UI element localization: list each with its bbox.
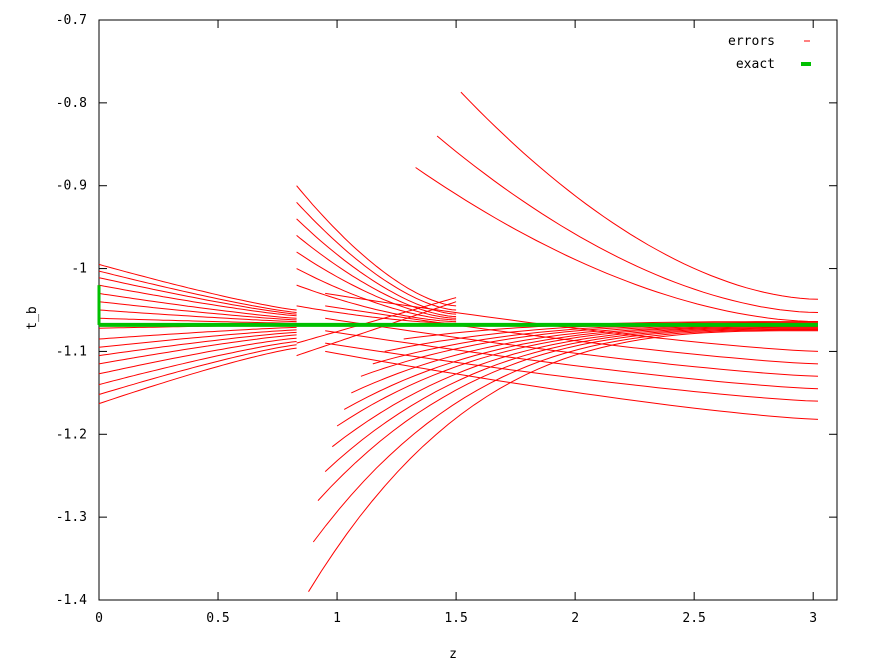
error-line-e	[460, 91, 819, 300]
x-tick-label: 3	[809, 611, 817, 626]
x-tick-label: 0.5	[206, 611, 229, 626]
error-line-a	[98, 270, 297, 313]
error-line-f	[296, 297, 457, 344]
error-line-b	[296, 305, 457, 324]
error-line-a	[98, 344, 297, 395]
error-line-a	[98, 341, 297, 386]
x-tick-label: 1.5	[444, 611, 467, 626]
tick-labels: 0 0.5 1 1.5 2 2.5 3 -0.7 -0.8 -0.9 -1 -1.1 -1.2 -1.3 -…	[56, 13, 817, 626]
error-line-c	[308, 330, 818, 592]
error-line-b	[296, 235, 457, 318]
error-line-b	[296, 185, 457, 307]
error-line-b	[296, 201, 457, 311]
error-line-d	[325, 305, 819, 365]
x-tick-label: 0	[95, 611, 103, 626]
error-line-c	[324, 327, 818, 472]
error-line-d	[325, 342, 819, 402]
legend-label-exact: exact	[736, 57, 775, 72]
error-line-d	[325, 317, 819, 377]
x-tick-label: 1	[333, 611, 341, 626]
error-line-a	[98, 284, 297, 317]
x-tick-label: 2.5	[682, 611, 705, 626]
x-axis-label: z	[449, 647, 457, 662]
x-tick-label: 2	[571, 611, 579, 626]
y-tick-label: -1.2	[56, 427, 87, 442]
series-exact	[97, 285, 818, 327]
error-line-a	[98, 347, 297, 405]
error-line-b	[296, 251, 457, 319]
y-tick-label: -0.7	[56, 13, 87, 28]
error-line-e	[436, 135, 819, 313]
y-tick-label: -0.9	[56, 179, 87, 194]
legend: errors exact	[728, 34, 811, 72]
error-line-a	[98, 334, 297, 365]
error-line-a	[98, 337, 297, 375]
error-line-a	[98, 326, 297, 340]
y-tick-label: -1	[71, 262, 87, 277]
error-line-a	[98, 329, 297, 348]
error-line-a	[98, 301, 297, 321]
error-line-c	[331, 326, 818, 448]
error-line-f	[296, 301, 457, 357]
error-line-a	[98, 263, 297, 311]
error-line-a	[98, 292, 297, 319]
error-line-d	[325, 292, 819, 352]
y-axis-label: t_b	[25, 306, 40, 330]
error-line-a	[98, 331, 297, 357]
error-line-a	[98, 317, 297, 324]
error-line-c	[317, 328, 818, 501]
error-line-a	[98, 309, 297, 323]
legend-label-errors: errors	[728, 34, 775, 49]
y-tick-label: -1.3	[56, 510, 87, 525]
error-line-b	[296, 268, 457, 321]
error-line-d	[325, 350, 819, 420]
ticks	[98, 19, 837, 601]
error-line-e	[415, 167, 819, 323]
error-line-b	[296, 284, 457, 323]
plot-frame	[98, 19, 838, 601]
error-line-a	[98, 277, 297, 315]
y-tick-label: -1.1	[56, 344, 87, 359]
series-errors	[98, 91, 819, 592]
y-tick-label: -0.8	[56, 96, 87, 111]
error-line-d	[325, 330, 819, 390]
error-line-c	[312, 329, 818, 543]
y-tick-label: -1.4	[56, 593, 87, 608]
